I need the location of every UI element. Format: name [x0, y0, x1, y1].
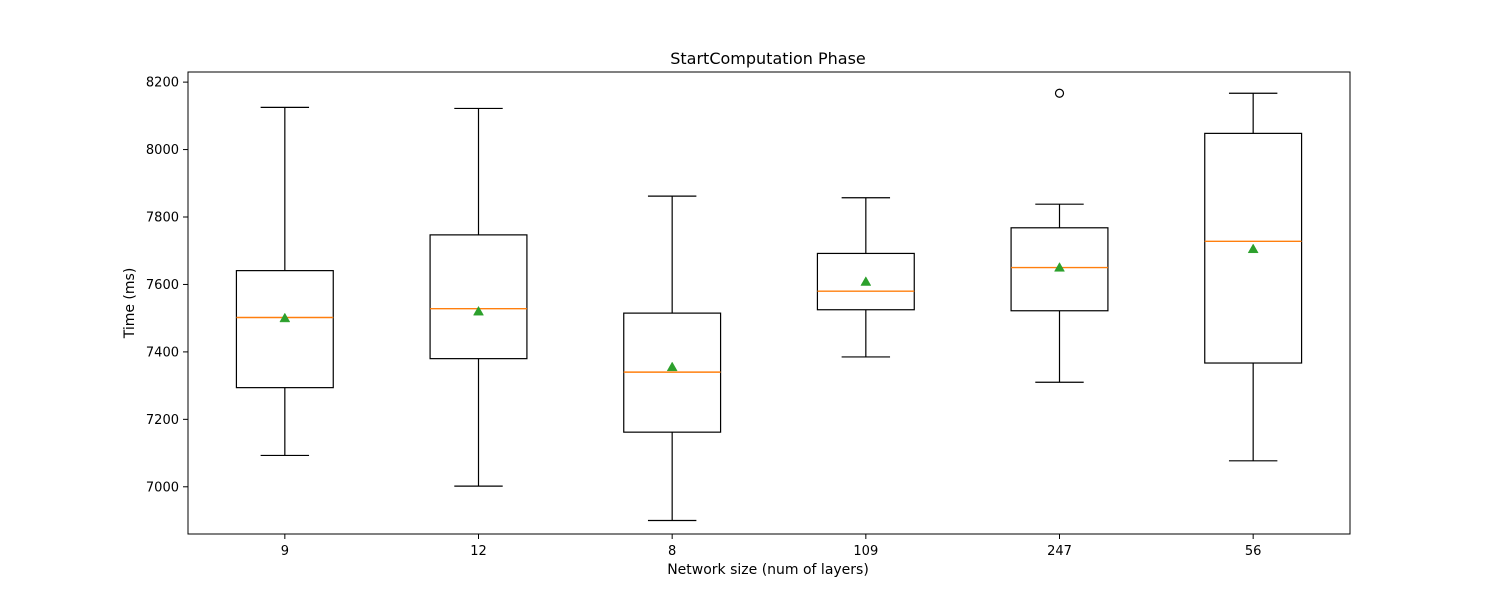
x-tick-label: 9 [281, 544, 289, 559]
mean-marker [1054, 262, 1065, 272]
y-tick-label: 7000 [146, 480, 179, 495]
y-tick-label: 8000 [146, 143, 179, 158]
y-tick-label: 7600 [146, 278, 179, 293]
iqr-box [1010, 227, 1109, 312]
y-tick-label: 7400 [146, 345, 179, 360]
box-group-12 [429, 107, 528, 487]
box-group-9 [235, 106, 334, 457]
plot-frame [187, 71, 1351, 535]
outlier-point [1054, 88, 1065, 98]
chart-title: StartComputation Phase [670, 49, 866, 68]
iqr-box [429, 234, 528, 360]
y-tick-label: 7800 [146, 211, 179, 226]
iqr-box [1204, 132, 1303, 364]
box-group-8 [623, 195, 722, 522]
plot-area [235, 88, 1303, 522]
y-tick-label: 8200 [146, 76, 179, 91]
mean-marker [860, 276, 872, 286]
mean-marker [473, 305, 484, 316]
x-tick-label: 56 [1245, 544, 1262, 559]
box-group-56 [1204, 92, 1303, 462]
iqr-box [816, 252, 915, 311]
mean-marker [1247, 243, 1259, 254]
iqr-box [235, 270, 334, 389]
box-group-109 [816, 197, 915, 358]
box-group-247 [1010, 88, 1109, 383]
x-tick-label: 109 [853, 544, 878, 559]
mean-marker [666, 361, 678, 372]
x-axis-label: Network size (num of layers) [667, 562, 869, 578]
x-tick-label: 12 [470, 544, 487, 559]
y-tick-label: 7200 [146, 413, 179, 428]
y-axis-label: Time (ms) [122, 268, 138, 340]
x-tick-label: 8 [668, 544, 676, 559]
mean-marker [279, 312, 291, 323]
x-tick-label: 247 [1047, 544, 1072, 559]
